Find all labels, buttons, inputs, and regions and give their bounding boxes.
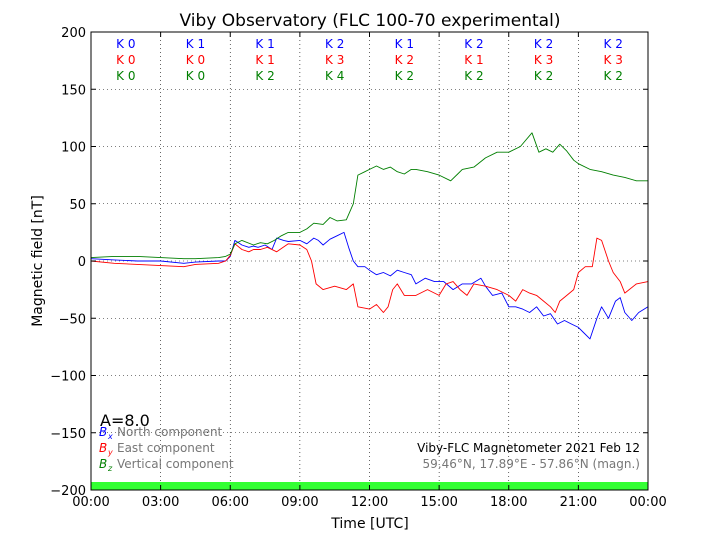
y-axis-label: Magnetic field [nT] xyxy=(30,195,46,327)
x-tick-label: 06:00 xyxy=(212,495,249,510)
x-axis-label: Time [UTC] xyxy=(330,516,408,532)
k-index-bz: K 2 xyxy=(534,69,553,83)
legend-subscript-by: y xyxy=(107,448,113,457)
x-tick-label: 00:00 xyxy=(72,495,109,510)
legend-label-bz: Vertical component xyxy=(117,457,234,471)
k-index-bx: K 1 xyxy=(186,37,205,51)
legend-symbol-bx: B xyxy=(99,425,107,439)
annotation-coordinates: 59.46°N, 17.89°E - 57.86°N (magn.) xyxy=(423,457,640,471)
y-axis: 200 150 100 50 0 −50 −100 −150 −200 xyxy=(50,26,648,499)
k-index-by: K 2 xyxy=(395,53,414,67)
k-index-bx: K 1 xyxy=(395,37,414,51)
x-tick-label: 12:00 xyxy=(351,495,388,510)
k-index-table: K 0 K 1 K 1 K 2 K 1 K 2 K 2 K 2 K 0 K 0 K 1 K 3 K 2 K… xyxy=(116,37,623,83)
y-tick-label: −150 xyxy=(50,427,86,442)
series-line-by xyxy=(90,237,649,313)
legend-label-bx: North component xyxy=(117,425,223,439)
k-index-bz: K 0 xyxy=(186,69,205,83)
k-index-bx: K 2 xyxy=(464,37,483,51)
grid-lines xyxy=(90,31,649,491)
data-series xyxy=(90,132,649,340)
legend-symbol-bz: B xyxy=(99,457,107,471)
legend-symbol-by: B xyxy=(99,441,107,455)
k-index-by: K 3 xyxy=(325,53,344,67)
k-index-bz: K 2 xyxy=(464,69,483,83)
y-tick-label: 100 xyxy=(61,141,86,156)
k-index-bz: K 2 xyxy=(604,69,623,83)
x-tick-label: 03:00 xyxy=(142,495,179,510)
k-index-bz: K 4 xyxy=(325,69,344,83)
y-tick-label: 200 xyxy=(61,26,86,41)
x-tick-label: 00:00 xyxy=(629,495,666,510)
k-index-by: K 3 xyxy=(534,53,553,67)
chart-title: Viby Observatory (FLC 100-70 experimenta… xyxy=(180,11,561,31)
legend-subscript-bz: z xyxy=(107,464,113,473)
y-tick-label: 0 xyxy=(78,255,86,270)
series-line-bz xyxy=(90,132,648,260)
annotation-station: Viby-FLC Magnetometer 2021 Feb 12 xyxy=(417,441,640,455)
x-tick-label: 09:00 xyxy=(281,495,318,510)
k-index-by: K 3 xyxy=(604,53,623,67)
x-tick-label: 15:00 xyxy=(420,495,457,510)
y-tick-label: 50 xyxy=(69,198,86,213)
k-index-bz: K 2 xyxy=(255,69,274,83)
x-axis: 00:00 03:00 06:00 09:00 12:00 15:00 18:00 21:00… xyxy=(72,32,667,510)
k-index-bx: K 2 xyxy=(534,37,553,51)
y-tick-label: −100 xyxy=(50,370,86,385)
k-index-bx: K 2 xyxy=(325,37,344,51)
x-tick-label: 18:00 xyxy=(490,495,527,510)
k-index-by: K 0 xyxy=(116,53,135,67)
y-tick-label: 150 xyxy=(61,83,86,98)
a-index-label: A=8.0 xyxy=(100,411,150,430)
y-tick-label: −200 xyxy=(50,484,86,499)
y-tick-label: −50 xyxy=(59,312,86,327)
series-line-bx xyxy=(90,231,649,340)
k-index-bx: K 2 xyxy=(604,37,623,51)
legend-subscript-bx: x xyxy=(107,432,113,441)
k-index-by: K 1 xyxy=(464,53,483,67)
k-index-bx: K 0 xyxy=(116,37,135,51)
x-tick-label: 21:00 xyxy=(560,495,597,510)
k-index-bz: K 0 xyxy=(116,69,135,83)
k-index-bx: K 1 xyxy=(255,37,274,51)
k-index-by: K 0 xyxy=(186,53,205,67)
k-index-bz: K 2 xyxy=(395,69,414,83)
legend-label-by: East component xyxy=(117,441,215,455)
k-index-by: K 1 xyxy=(255,53,274,67)
